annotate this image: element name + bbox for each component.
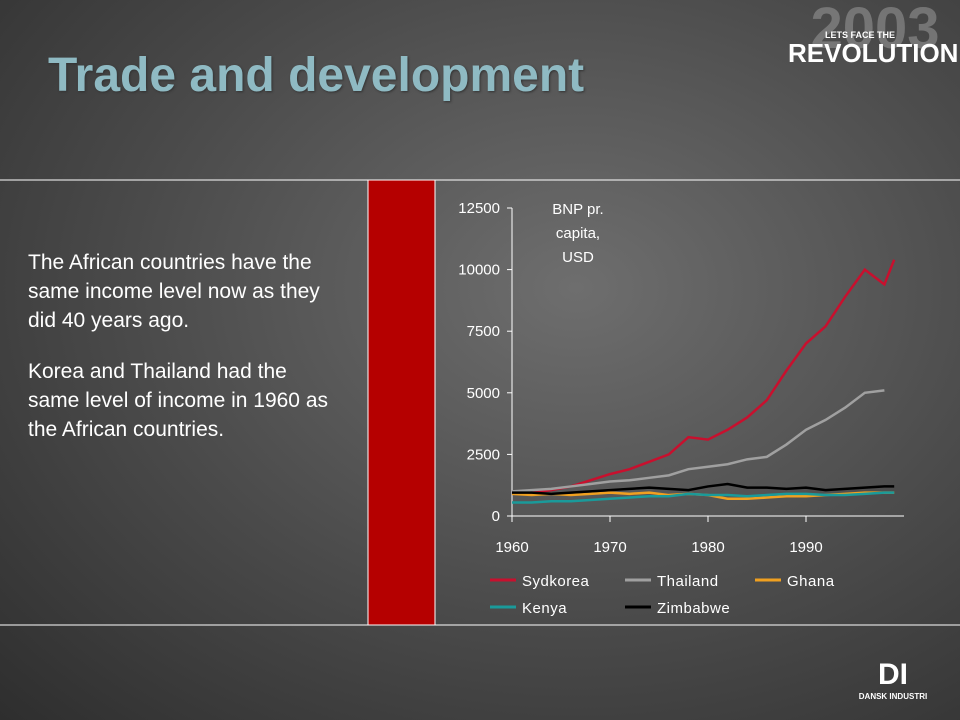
y-tick-label: 10000 [458, 262, 500, 279]
slide-title: Trade and development [48, 49, 585, 102]
series-line [512, 482, 895, 496]
logo-tagline: LETS FACE THE [825, 30, 895, 40]
paragraph: Korea and Thailand had the same level of… [28, 360, 328, 441]
legend-label: Zimbabwe [657, 600, 730, 617]
series-line [511, 389, 885, 493]
x-tick-label: 1990 [789, 539, 822, 556]
legend-label: Sydkorea [522, 573, 590, 590]
x-tick-label: 1960 [495, 539, 528, 556]
y-tick-label: 12500 [458, 200, 500, 217]
red-band [367, 179, 436, 626]
chart: 0 2500 5000 7500 10000 12500 1960 1970 1980 1990 B… [458, 200, 904, 617]
legend-label: Ghana [787, 573, 835, 590]
company-mark: DI [878, 658, 908, 691]
legend-label: Thailand [657, 573, 719, 590]
y-tick-label: 5000 [467, 385, 500, 402]
x-tick-label: 1980 [691, 539, 724, 556]
paragraph: The African countries have the same inco… [28, 251, 320, 332]
company-name: DANSK INDUSTRI [859, 692, 927, 701]
y-axis-label: BNP pr. [552, 201, 603, 218]
y-axis-label: capita, [556, 225, 600, 242]
y-tick-label: 0 [492, 508, 500, 525]
y-tick-label: 7500 [467, 323, 500, 340]
y-tick-label: 2500 [467, 446, 500, 463]
y-axis-label: USD [562, 249, 594, 266]
x-tick-label: 1970 [593, 539, 626, 556]
series-line [511, 259, 896, 496]
series-line [512, 491, 895, 504]
body-text: The African countries have the same inco… [28, 248, 338, 466]
logo-word: REVOLUTION [788, 38, 958, 68]
logo-year: 2003 [810, 0, 939, 61]
legend-label: Kenya [522, 600, 567, 617]
